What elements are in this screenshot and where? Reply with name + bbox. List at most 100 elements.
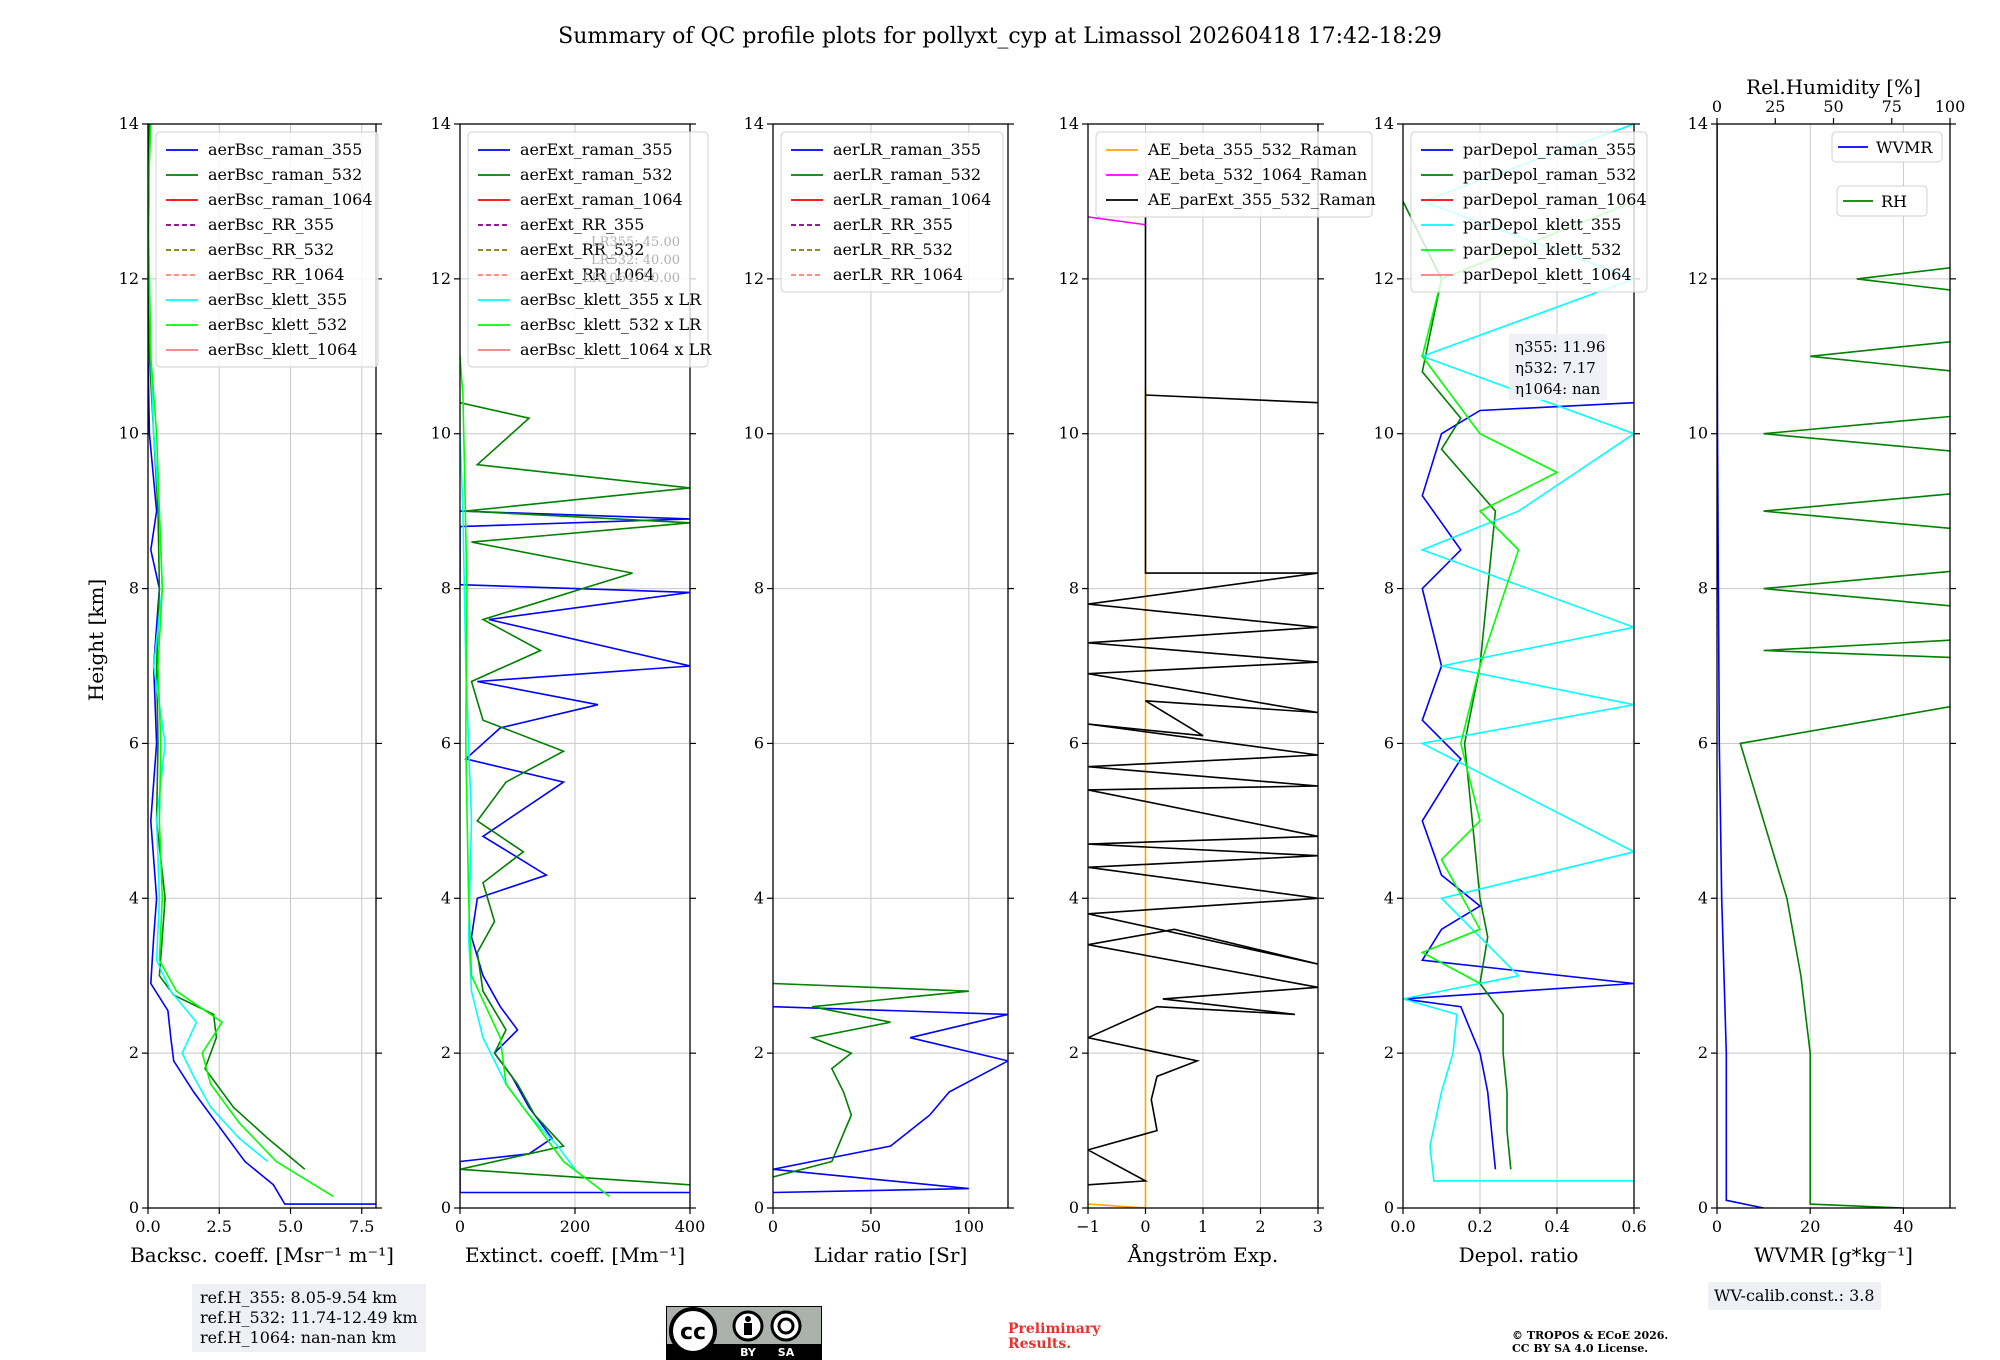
legend-label: RH	[1881, 192, 1907, 211]
x-axis-label: Depol. ratio	[1459, 1243, 1579, 1267]
x-tick-label: 0.0	[1390, 1217, 1415, 1236]
legend-label: aerBsc_RR_1064	[208, 265, 344, 284]
y-tick-label: 12	[744, 269, 764, 288]
x-tick-label: 0	[455, 1217, 465, 1236]
y-tick-label: 12	[1688, 269, 1708, 288]
y-tick-label: 0	[1384, 1198, 1394, 1217]
legend-label: AE_beta_355_532_Raman	[1147, 140, 1357, 159]
x-axis-label: Extinct. coeff. [Mm⁻¹]	[465, 1243, 685, 1267]
axes-frame	[772, 123, 1009, 1209]
y-tick-label: 4	[441, 888, 451, 907]
y-tick-label: 14	[744, 114, 764, 133]
y-tick-label: 6	[1384, 733, 1394, 752]
x-axis-label: WVMR [g*kg⁻¹]	[1754, 1243, 1913, 1267]
wv-calibration-constant: WV-calib.const.: 3.8	[1714, 1286, 1875, 1305]
legend-box	[1410, 131, 1648, 293]
y-tick-label: 4	[1698, 888, 1708, 907]
legend-label: aerLR_raman_532	[833, 165, 981, 184]
copyright-line-2: CC BY SA 4.0 License.	[1512, 1342, 1649, 1355]
x-tick-label: 1	[1198, 1217, 1208, 1236]
ref-height-532: ref.H_532: 11.74-12.49 km	[200, 1308, 418, 1327]
y-tick-label: 0	[754, 1198, 764, 1217]
x-tick-label: 20	[1800, 1217, 1820, 1236]
y-tick-label: 8	[441, 579, 451, 598]
legend-label: aerBsc_klett_1064	[208, 340, 357, 359]
top-x-tick-label: 75	[1882, 97, 1902, 116]
legend-label: aerBsc_klett_532	[208, 315, 347, 334]
x-tick-label: 100	[954, 1217, 985, 1236]
y-tick-label: 14	[1688, 114, 1708, 133]
y-tick-label: 0	[441, 1198, 451, 1217]
x-axis-label: Backsc. coeff. [Msr⁻¹ m⁻¹]	[130, 1243, 394, 1267]
ref-height-355: ref.H_355: 8.05-9.54 km	[200, 1288, 398, 1307]
y-tick-label: 2	[1384, 1043, 1394, 1062]
y-tick-label: 4	[129, 888, 139, 907]
series-line-aerBsc_raman_355	[148, 356, 376, 1205]
legend-label: AE_parExt_355_532_Raman	[1147, 190, 1376, 209]
series-line-parDepol_raman_532	[1403, 201, 1512, 1170]
legend-label: aerExt_RR_532	[520, 240, 644, 259]
y-tick-label: 10	[431, 424, 451, 443]
legend-box	[1095, 131, 1373, 218]
preliminary-line-1: Preliminary	[1008, 1321, 1101, 1337]
x-axis-label: Ångström Exp.	[1127, 1242, 1278, 1267]
x-tick-label: 200	[560, 1217, 591, 1236]
legend-label: aerBsc_raman_1064	[208, 190, 373, 209]
series-line-aerBsc_klett_355 x LR	[460, 433, 576, 1170]
y-tick-label: 12	[431, 269, 451, 288]
legend-label: aerBsc_klett_1064 x LR	[520, 340, 712, 359]
x-tick-label: 5.0	[278, 1217, 303, 1236]
series-line-aerExt_raman_355	[460, 510, 690, 1194]
sa-label: SA	[778, 1346, 795, 1359]
legend-label: aerExt_raman_532	[520, 165, 673, 184]
series-line-parDepol_raman_355	[1403, 401, 1634, 1170]
legend-label: aerExt_raman_355	[520, 140, 673, 159]
legend-label: aerLR_RR_532	[833, 240, 953, 259]
series-line-aerLR_raman_355	[773, 1005, 1008, 1194]
legend-label: aerBsc_raman_532	[208, 165, 362, 184]
y-tick-label: 14	[1374, 114, 1394, 133]
y-axis-label: Height [km]	[84, 579, 108, 701]
y-tick-label: 14	[1059, 114, 1079, 133]
y-tick-label: 2	[129, 1043, 139, 1062]
legend-label: aerLR_raman_355	[833, 140, 981, 159]
y-tick-label: 8	[1069, 579, 1079, 598]
eta-label: η532: 7.17	[1515, 359, 1596, 377]
series-line-aerLR_raman_532	[773, 982, 969, 1178]
legend-label: aerBsc_klett_355 x LR	[520, 290, 702, 309]
copyright-line-1: © TROPOS & ECoE 2026.	[1512, 1329, 1669, 1342]
series-line-AE_beta_355_532_Raman	[1088, 387, 1147, 1208]
eta-label: η1064: nan	[1515, 380, 1601, 398]
y-tick-label: 8	[1384, 579, 1394, 598]
series-line-AE_beta_532_1064_Raman	[1088, 216, 1146, 226]
panel-lidar_ratio: 0 50 100 0 2 4 6 8 10 12 14 Lidar ratio [Sr] aerLR_r…	[744, 114, 1014, 1267]
x-tick-label: 0.0	[135, 1217, 160, 1236]
y-tick-label: 6	[1069, 733, 1079, 752]
legend-label: aerLR_RR_355	[833, 215, 953, 234]
series-line-aerExt_raman_532	[460, 401, 690, 1186]
legend-label: aerBsc_klett_355	[208, 290, 347, 309]
y-tick-label: 12	[119, 269, 139, 288]
top-x-axis-label: Rel.Humidity [%]	[1746, 75, 1921, 99]
legend-label: aerBsc_RR_355	[208, 215, 334, 234]
y-tick-label: 0	[1069, 1198, 1079, 1217]
legend-label: parDepol_klett_355	[1463, 215, 1621, 234]
legend-label: parDepol_raman_1064	[1463, 190, 1647, 209]
eta-box	[1509, 334, 1607, 400]
legend-box	[467, 131, 709, 368]
cc-icon: cc	[680, 1320, 706, 1345]
series-line-WVMR	[1717, 124, 1764, 1208]
top-x-tick-label: 50	[1823, 97, 1843, 116]
series-line-AE_parExt_355_532_Raman	[1088, 216, 1318, 1186]
y-tick-label: 4	[1384, 888, 1394, 907]
panel-backscatter: 0.0 2.5 5.0 7.5 0 2 4 6 8 10 12 14 Backsc. coeff. [M…	[119, 114, 394, 1267]
legend-label: AE_beta_532_1064_Raman	[1147, 165, 1367, 184]
legend-label: WVMR	[1876, 138, 1933, 157]
preliminary-line-2: Results.	[1008, 1336, 1072, 1352]
series-line-parDepol_klett_532	[1420, 200, 1634, 985]
y-tick-label: 8	[754, 579, 764, 598]
y-tick-label: 6	[754, 733, 764, 752]
x-tick-label: 0	[1712, 1217, 1722, 1236]
